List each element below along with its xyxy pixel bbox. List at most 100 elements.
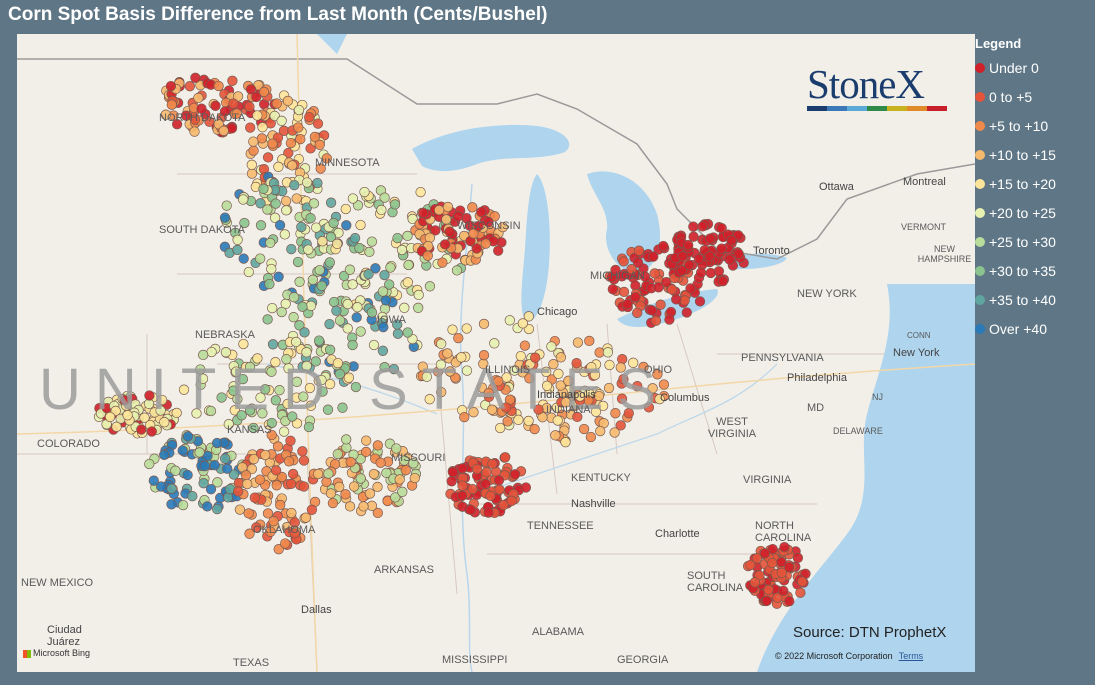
basis-dot[interactable] <box>275 499 286 511</box>
basis-dot[interactable] <box>442 348 453 359</box>
basis-dot[interactable] <box>288 312 299 323</box>
basis-dot[interactable] <box>437 257 448 268</box>
basis-dot[interactable] <box>359 186 370 198</box>
basis-dot[interactable] <box>287 160 298 171</box>
basis-dot[interactable] <box>783 562 795 573</box>
basis-dot[interactable] <box>622 298 633 310</box>
basis-dot[interactable] <box>210 100 221 111</box>
basis-dot[interactable] <box>222 463 233 474</box>
basis-dot[interactable] <box>493 376 504 387</box>
basis-dot[interactable] <box>266 366 277 377</box>
basis-dot[interactable] <box>655 299 666 310</box>
basis-dot[interactable] <box>305 300 317 311</box>
basis-dot[interactable] <box>331 305 342 316</box>
basis-dot[interactable] <box>421 371 432 382</box>
basis-dot[interactable] <box>282 398 293 410</box>
basis-dot[interactable] <box>286 507 297 519</box>
basis-dot[interactable] <box>716 243 727 254</box>
legend-item[interactable]: +5 to +10 <box>975 111 1095 140</box>
basis-dot[interactable] <box>244 405 256 416</box>
basis-dot[interactable] <box>313 335 325 346</box>
basis-dot[interactable] <box>366 307 378 318</box>
basis-dot[interactable] <box>267 302 278 314</box>
basis-dot[interactable] <box>541 366 552 377</box>
basis-dot[interactable] <box>328 217 339 229</box>
basis-dot[interactable] <box>291 193 302 204</box>
basis-dot[interactable] <box>232 234 243 245</box>
basis-dot[interactable] <box>286 243 297 255</box>
basis-dot[interactable] <box>442 201 454 213</box>
basis-dot[interactable] <box>408 458 419 469</box>
basis-dot[interactable] <box>347 193 359 204</box>
basis-dot[interactable] <box>228 469 240 480</box>
basis-dot[interactable] <box>251 522 262 533</box>
basis-dot[interactable] <box>265 526 276 537</box>
basis-dot[interactable] <box>304 382 316 394</box>
basis-dot[interactable] <box>476 382 488 393</box>
basis-dot[interactable] <box>603 382 615 394</box>
basis-dot[interactable] <box>347 339 358 351</box>
basis-dot[interactable] <box>694 296 706 307</box>
basis-dot[interactable] <box>212 477 223 488</box>
legend-item[interactable]: 0 to +5 <box>975 82 1095 111</box>
basis-dot[interactable] <box>252 353 263 364</box>
basis-dot[interactable] <box>439 239 451 250</box>
basis-dot[interactable] <box>265 237 276 249</box>
basis-dot[interactable] <box>228 385 239 396</box>
basis-dot[interactable] <box>237 373 249 385</box>
basis-dot[interactable] <box>246 159 257 170</box>
basis-dot[interactable] <box>616 271 628 282</box>
basis-dot[interactable] <box>424 281 436 292</box>
basis-dot[interactable] <box>182 469 193 481</box>
basis-dot[interactable] <box>593 390 605 402</box>
basis-dot[interactable] <box>643 402 655 413</box>
basis-dot[interactable] <box>271 98 282 109</box>
basis-dot[interactable] <box>546 341 557 352</box>
basis-dot[interactable] <box>597 400 609 412</box>
basis-dot[interactable] <box>377 345 389 356</box>
basis-dot[interactable] <box>413 302 424 313</box>
basis-dot[interactable] <box>628 357 639 368</box>
map-canvas[interactable]: UNITED STATES NORTH DAKOTA MINNESOTA SOU… <box>17 34 975 672</box>
basis-dot[interactable] <box>664 314 675 325</box>
basis-dot[interactable] <box>242 478 253 490</box>
basis-dot[interactable] <box>352 302 363 313</box>
basis-dot[interactable] <box>193 92 204 104</box>
basis-dot[interactable] <box>280 538 291 549</box>
basis-dot[interactable] <box>257 408 268 419</box>
basis-dot[interactable] <box>555 352 567 363</box>
basis-dot[interactable] <box>389 199 401 210</box>
basis-dot[interactable] <box>221 200 232 211</box>
legend-item[interactable]: Over +40 <box>975 314 1095 343</box>
basis-dot[interactable] <box>290 336 302 348</box>
basis-dot[interactable] <box>248 453 259 465</box>
basis-dot[interactable] <box>493 475 505 486</box>
basis-dot[interactable] <box>377 286 389 297</box>
basis-dot[interactable] <box>390 492 401 503</box>
basis-dot[interactable] <box>187 491 198 502</box>
basis-dot[interactable] <box>451 265 463 276</box>
basis-dot[interactable] <box>424 232 436 243</box>
basis-dot[interactable] <box>245 84 257 95</box>
basis-dot[interactable] <box>633 245 645 256</box>
basis-dot[interactable] <box>321 153 332 164</box>
basis-dot[interactable] <box>272 441 284 452</box>
basis-dot[interactable] <box>402 230 413 242</box>
basis-dot[interactable] <box>332 357 344 369</box>
basis-dot[interactable] <box>317 236 328 247</box>
basis-dot[interactable] <box>195 364 206 375</box>
basis-dot[interactable] <box>146 426 157 437</box>
basis-dot[interactable] <box>285 435 296 446</box>
basis-dot[interactable] <box>238 253 249 264</box>
basis-dot[interactable] <box>724 254 735 265</box>
basis-dot[interactable] <box>652 369 663 380</box>
basis-dot[interactable] <box>344 501 356 512</box>
basis-dot[interactable] <box>232 393 243 405</box>
basis-dot[interactable] <box>638 361 649 373</box>
basis-dot[interactable] <box>658 379 670 390</box>
basis-dot[interactable] <box>379 269 390 281</box>
basis-dot[interactable] <box>306 504 318 515</box>
basis-dot[interactable] <box>325 231 337 243</box>
basis-dot[interactable] <box>278 426 290 437</box>
basis-dot[interactable] <box>684 259 695 271</box>
